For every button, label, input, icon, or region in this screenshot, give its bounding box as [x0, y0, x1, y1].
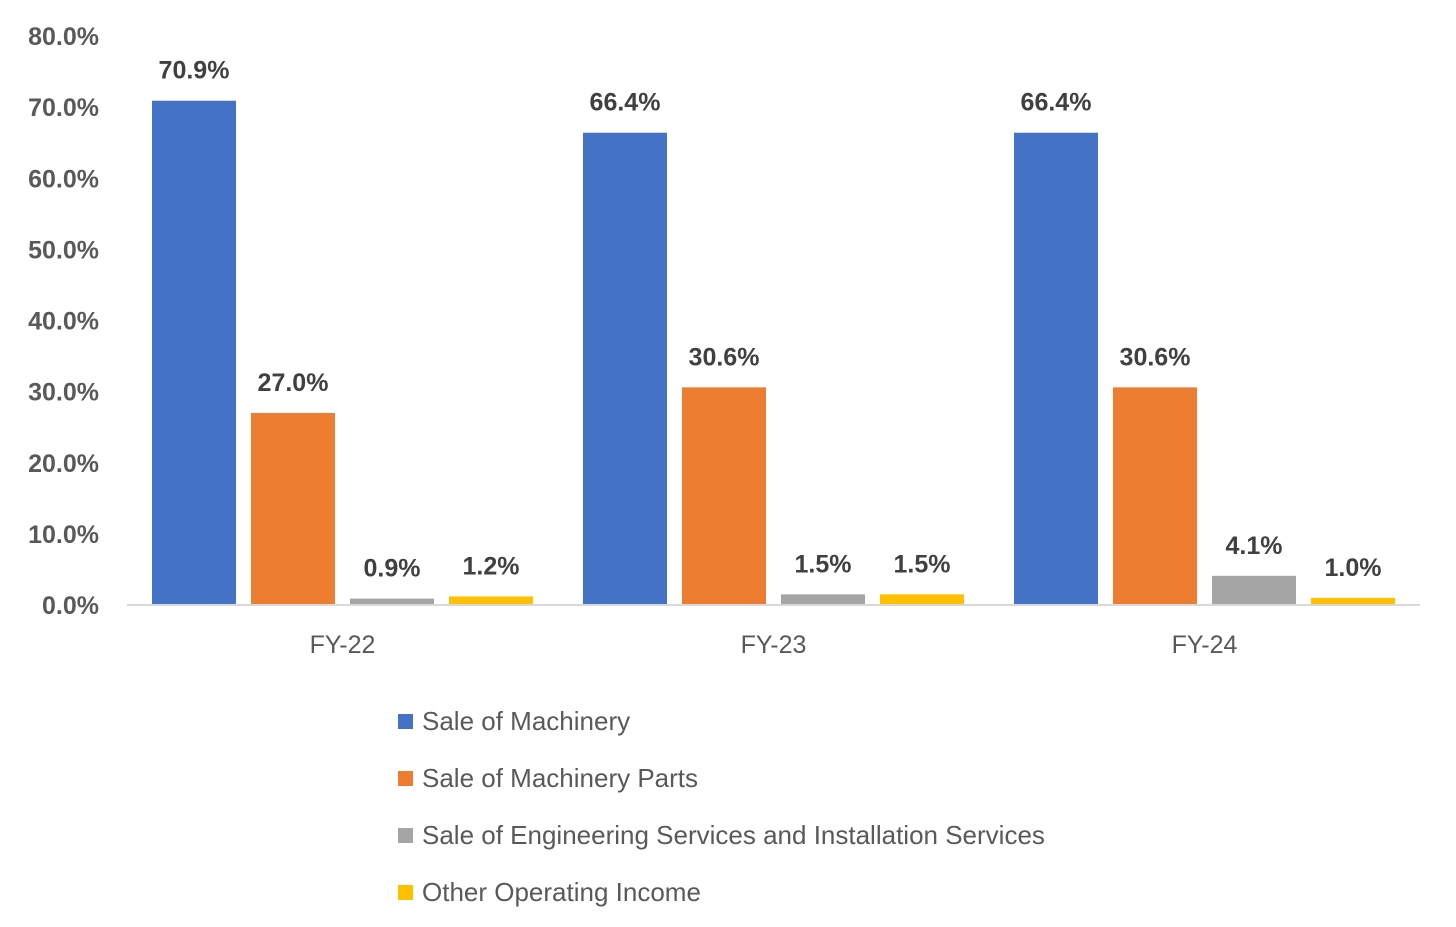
x-tick-label: FY-24: [1172, 631, 1238, 659]
data-label: 27.0%: [258, 369, 329, 397]
legend-item-other-operating-income: Other Operating Income: [398, 864, 1045, 921]
bar: [1014, 132, 1098, 606]
data-label: 30.6%: [689, 343, 760, 371]
data-label: 0.9%: [364, 555, 421, 583]
bar: [880, 594, 964, 605]
legend-item-engineering-services: Sale of Engineering Services and Install…: [398, 807, 1045, 864]
bar: [350, 598, 434, 605]
y-tick-label: 60.0%: [28, 165, 99, 193]
y-tick-label: 0.0%: [42, 592, 99, 620]
legend-swatch: [398, 885, 413, 900]
bar: [449, 596, 533, 605]
bar: [1311, 597, 1395, 605]
legend-swatch: [398, 771, 413, 786]
bar: [781, 594, 865, 605]
bar-chart: 0.0% 10.0% 20.0% 30.0% 40.0% 50.0% 60.0% 70.0% 8…: [28, 23, 1420, 659]
y-tick-label: 40.0%: [28, 308, 99, 336]
legend-swatch: [398, 714, 413, 729]
y-tick-label: 50.0%: [28, 236, 99, 264]
x-tick-label: FY-22: [310, 631, 376, 659]
legend-label: Sale of Machinery: [422, 706, 631, 736]
data-label: 66.4%: [590, 89, 661, 117]
bar: [152, 100, 236, 605]
legend-swatch: [398, 828, 413, 843]
y-tick-label: 30.0%: [28, 379, 99, 407]
data-label: 1.5%: [894, 550, 951, 578]
bar: [251, 412, 335, 605]
data-label: 70.9%: [159, 57, 230, 85]
bar: [583, 132, 667, 606]
data-label: 4.1%: [1226, 532, 1283, 560]
legend-label: Sale of Engineering Services and Install…: [422, 820, 1045, 850]
bar: [1113, 387, 1197, 605]
y-tick-label: 10.0%: [28, 521, 99, 549]
y-tick-label: 20.0%: [28, 450, 99, 478]
bar: [682, 387, 766, 605]
data-label: 1.2%: [463, 552, 520, 580]
legend-label: Sale of Machinery Parts: [422, 763, 699, 793]
y-tick-label: 70.0%: [28, 94, 99, 122]
x-tick-label: FY-23: [741, 631, 807, 659]
legend-item-sale-of-machinery-parts: Sale of Machinery Parts: [398, 750, 1045, 807]
data-label: 66.4%: [1021, 89, 1092, 117]
legend-item-sale-of-machinery: Sale of Machinery: [398, 693, 1045, 750]
chart-legend: Sale of Machinery Sale of Machinery Part…: [398, 693, 1045, 921]
y-tick-label: 80.0%: [28, 23, 99, 51]
data-label: 30.6%: [1120, 343, 1191, 371]
data-label: 1.5%: [795, 550, 852, 578]
legend-label: Other Operating Income: [422, 877, 701, 907]
bar: [1212, 575, 1296, 605]
data-label: 1.0%: [1325, 554, 1382, 582]
